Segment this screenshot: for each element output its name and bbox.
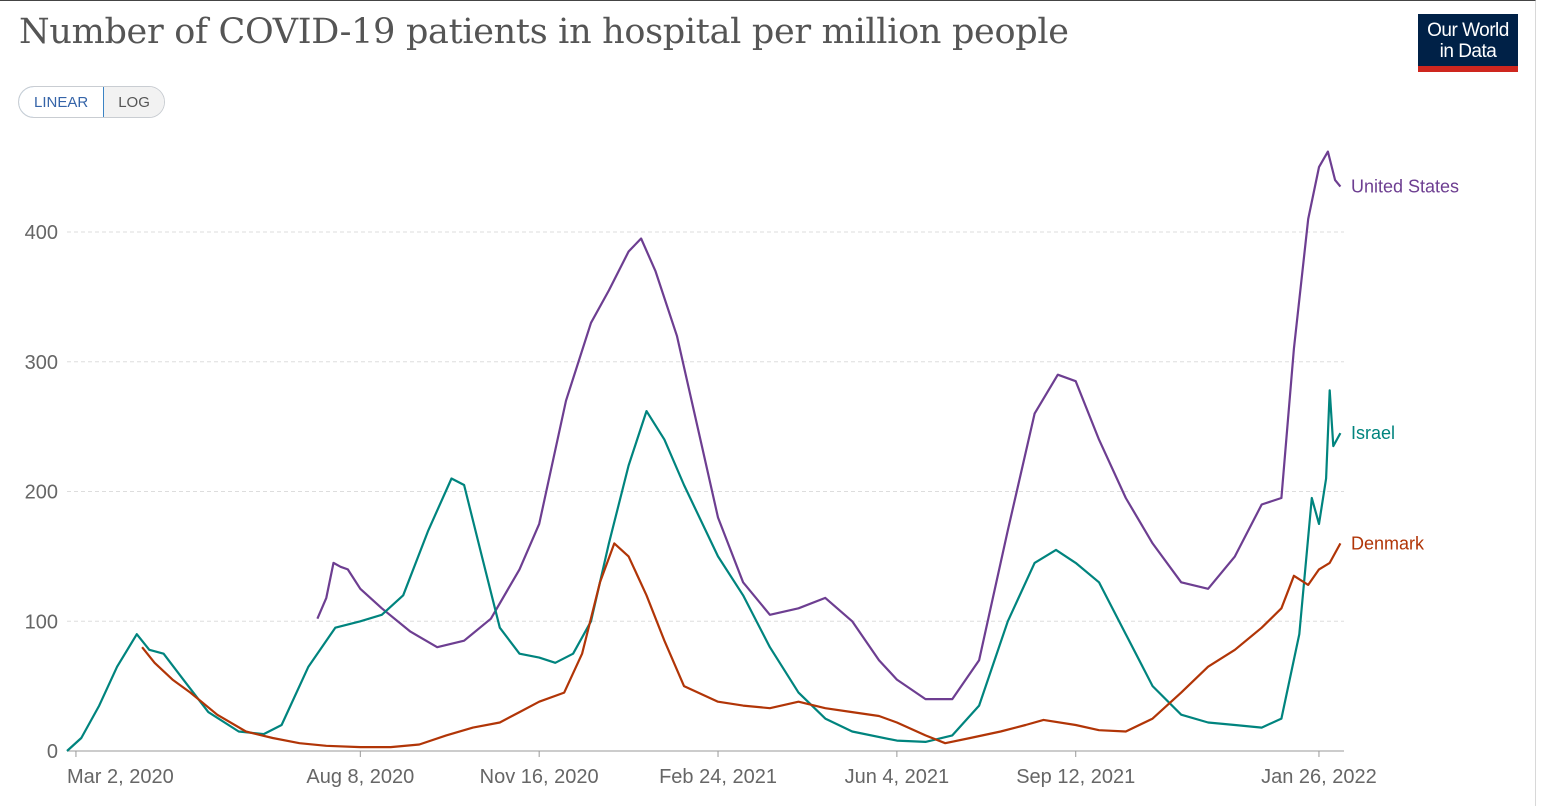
series-labels: United States Israel Denmark — [1351, 177, 1459, 554]
y-tick-label: 200 — [25, 482, 58, 504]
grid-lines — [67, 231, 1344, 622]
chart-title: Number of COVID-19 patients in hospital … — [19, 12, 1069, 52]
log-scale-button[interactable]: LOG — [104, 87, 164, 117]
series-lines — [66, 150, 1342, 752]
x-tick-label: Nov 16, 2020 — [480, 766, 599, 788]
x-tick-label: Feb 24, 2021 — [659, 766, 777, 788]
y-axis-ticks: 0 100 200 300 400 — [25, 222, 58, 763]
linear-scale-button[interactable]: LINEAR — [18, 87, 105, 117]
logo-line-2: in Data — [1439, 41, 1497, 62]
series-line-israel[interactable] — [66, 389, 1342, 752]
y-tick-label: 400 — [25, 222, 58, 244]
owid-logo[interactable]: Our World in Data — [1418, 14, 1518, 72]
logo-line-1: Our World — [1427, 20, 1509, 41]
series-label-united-states[interactable]: United States — [1351, 177, 1459, 197]
x-axis: Mar 2, 2020 Aug 8, 2020 Nov 16, 2020 Feb 24… — [67, 750, 1377, 788]
x-tick-label: Jan 26, 2022 — [1261, 766, 1377, 788]
x-tick-label: Mar 2, 2020 — [67, 766, 174, 788]
series-label-israel[interactable]: Israel — [1351, 423, 1395, 443]
scale-toggle: LINEAR LOG — [18, 86, 165, 118]
y-tick-label: 300 — [25, 352, 58, 374]
x-tick-label: Aug 8, 2020 — [306, 766, 414, 788]
x-tick-label: Jun 4, 2021 — [845, 766, 950, 788]
series-line-united-states[interactable] — [316, 150, 1342, 701]
series-line-denmark[interactable] — [141, 542, 1342, 749]
x-tick-label: Sep 12, 2021 — [1016, 766, 1135, 788]
y-tick-label: 0 — [47, 741, 58, 763]
y-tick-label: 100 — [25, 611, 58, 633]
series-label-denmark[interactable]: Denmark — [1351, 533, 1425, 553]
